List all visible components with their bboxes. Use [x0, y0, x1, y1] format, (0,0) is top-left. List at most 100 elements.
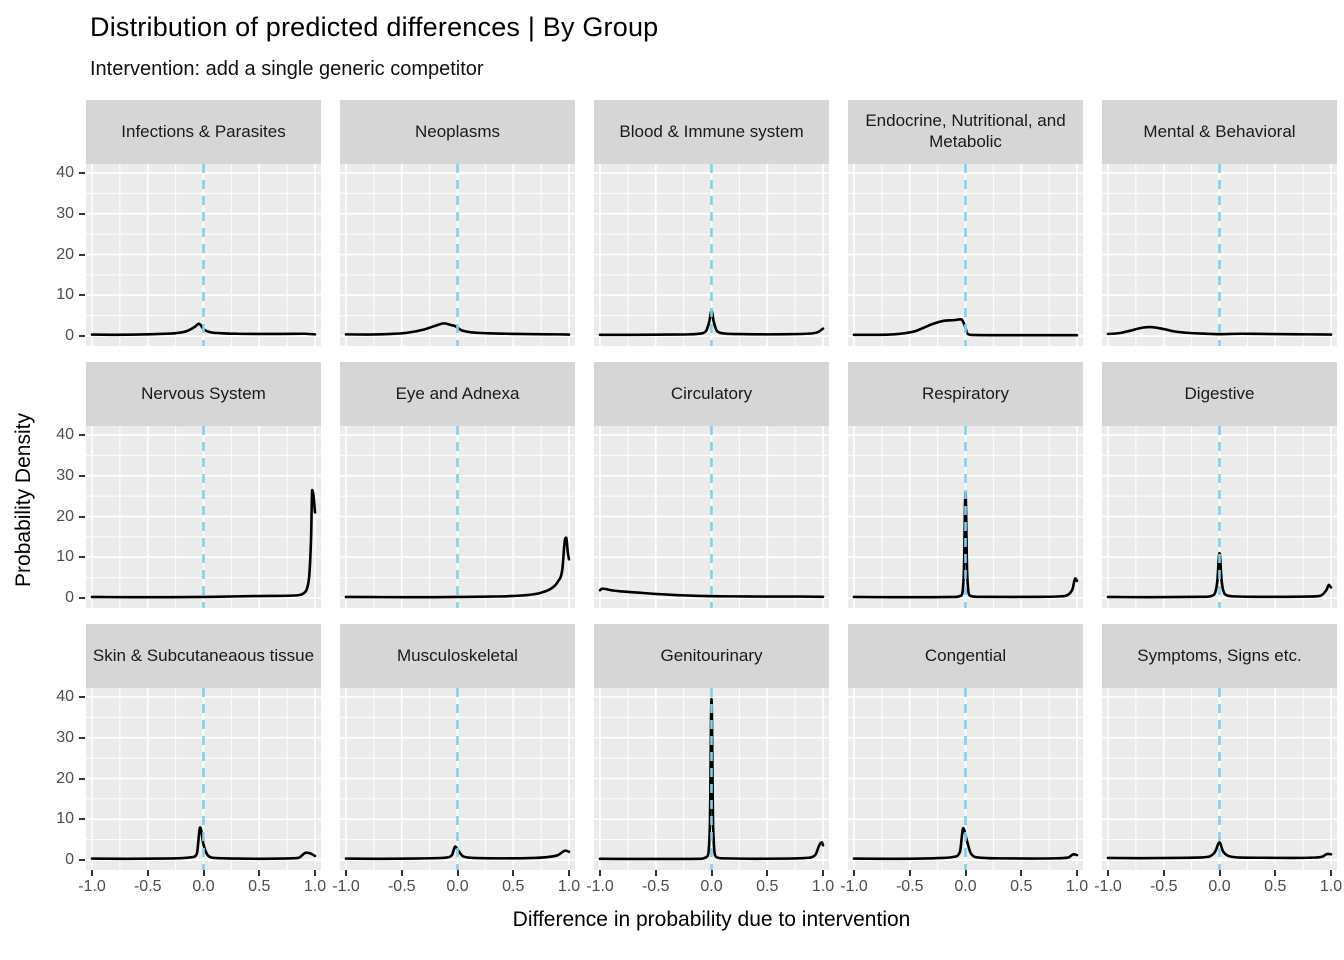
x-tick-label: -0.5	[641, 878, 670, 895]
y-tick-label: 20	[56, 245, 74, 263]
facet-panel	[340, 426, 575, 608]
y-tick-mark	[79, 253, 85, 256]
x-tick-label: 0.5	[1010, 878, 1033, 895]
x-tick-mark	[568, 870, 570, 876]
y-tick-label: 40	[56, 426, 74, 443]
chart-title: Distribution of predicted differences | …	[90, 12, 659, 42]
density-curve	[1106, 841, 1333, 860]
y-axis-title: Probability Density	[12, 413, 35, 587]
facet-endocrine-nutritional-and-metabolic: Endocrine, Nutritional, and Metabolic	[848, 100, 1083, 346]
x-tick-label: 0.0	[192, 878, 215, 895]
facet-symptoms-signs-etc: Symptoms, Signs etc. -1.0 -0.5 0.0 0.5 1.0	[1094, 624, 1342, 895]
x-tick-mark	[1107, 870, 1109, 876]
facet-musculoskeletal: Musculoskeletal -1.0 -0.5 0.0 0.5 1.0	[332, 624, 580, 895]
facet-congential: Congential -1.0 -0.5 0.0 0.5 1.0	[840, 624, 1088, 895]
facet-title: Nervous System	[141, 383, 266, 403]
facet-strip: Neoplasms	[340, 100, 575, 164]
x-tick-mark	[766, 870, 769, 876]
x-tick-label: 0.5	[248, 878, 271, 895]
x-tick-mark	[146, 870, 149, 876]
facet-respiratory: Respiratory	[848, 362, 1083, 608]
x-axis: -1.0 -0.5 0.0 0.5 1.0	[78, 870, 326, 904]
facet-digestive: Digestive	[1102, 362, 1337, 608]
x-tick-label: -0.5	[133, 878, 162, 895]
x-tick-mark	[456, 870, 459, 876]
x-tick-mark	[400, 870, 403, 876]
density-curve	[852, 490, 1079, 599]
x-tick-mark	[654, 870, 657, 876]
y-tick-mark	[79, 556, 85, 559]
facet-title: Endocrine, Nutritional, and Metabolic	[865, 111, 1066, 151]
x-tick-mark	[1020, 870, 1023, 876]
facet-panel	[1102, 426, 1337, 608]
x-tick-label: 1.0	[303, 878, 327, 895]
x-axis: -1.0 -0.5 0.0 0.5 1.0	[840, 870, 1088, 904]
x-tick-mark	[345, 870, 347, 876]
facet-strip: Nervous System	[86, 362, 321, 426]
y-tick-mark	[79, 515, 85, 518]
x-tick-mark	[1076, 870, 1078, 876]
facet-title: Eye and Adnexa	[395, 383, 520, 403]
x-axis-title: Difference in probability due to interve…	[512, 908, 911, 931]
x-tick-mark	[822, 870, 824, 876]
facet-strip: Symptoms, Signs etc.	[1102, 624, 1337, 688]
y-tick-mark	[79, 294, 85, 297]
facet-title: Infections & Parasites	[121, 121, 286, 141]
x-tick-label: 0.0	[1208, 878, 1231, 895]
facet-title: Mental & Behavioral	[1143, 121, 1296, 141]
facet-strip: Eye and Adnexa	[340, 362, 575, 426]
density-curve	[1106, 551, 1333, 599]
x-tick-mark	[202, 870, 205, 876]
y-tick-mark	[79, 777, 85, 780]
facet-panel	[86, 164, 321, 346]
y-tick-mark	[79, 212, 85, 215]
facet-title: Skin & Subcutaneaous tissue	[92, 645, 315, 665]
facet-nervous-system: Nervous System	[86, 362, 321, 608]
facet-panel	[1102, 688, 1337, 870]
x-tick-mark	[710, 870, 713, 876]
x-tick-mark	[1274, 870, 1277, 876]
y-tick-mark	[79, 434, 85, 436]
x-tick-label: -0.5	[1149, 878, 1178, 895]
x-tick-label: 1.0	[1065, 878, 1089, 895]
x-tick-label: 1.0	[1319, 878, 1343, 895]
facet-strip: Skin & Subcutaneaous tissue	[86, 624, 321, 688]
density-curve	[598, 587, 825, 599]
x-tick-label: -1.0	[332, 878, 360, 895]
y-tick-label: 20	[56, 507, 74, 525]
y-tick-label: 30	[56, 728, 74, 746]
y-tick-label: 0	[65, 851, 74, 868]
y-tick-mark	[79, 696, 85, 698]
x-tick-label: 0.0	[700, 878, 723, 895]
y-tick-label: 30	[56, 466, 74, 484]
facet-panel	[848, 426, 1083, 608]
y-tick-label: 10	[56, 810, 74, 828]
x-tick-mark	[1162, 870, 1165, 876]
facet-strip: Genitourinary	[594, 624, 829, 688]
density-curve	[90, 488, 317, 599]
facet-blood-immune-system: Blood & Immune system	[594, 100, 829, 346]
y-tick-label: 0	[65, 327, 74, 344]
density-curve	[852, 317, 1079, 337]
facet-panel	[86, 426, 321, 608]
y-tick-label: 40	[56, 688, 74, 705]
facet-strip: Digestive	[1102, 362, 1337, 426]
density-curve	[1106, 325, 1333, 336]
facet-strip: Respiratory	[848, 362, 1083, 426]
facet-panel	[1102, 164, 1337, 346]
x-tick-mark	[853, 870, 855, 876]
facet-strip: Blood & Immune system	[594, 100, 829, 164]
facet-strip: Congential	[848, 624, 1083, 688]
x-tick-label: 0.5	[756, 878, 779, 895]
x-axis: -1.0 -0.5 0.0 0.5 1.0	[1094, 870, 1342, 904]
x-tick-mark	[1330, 870, 1332, 876]
facet-title: Symptoms, Signs etc.	[1137, 645, 1302, 665]
x-tick-mark	[512, 870, 515, 876]
facet-strip: Infections & Parasites	[86, 100, 321, 164]
facet-strip: Circulatory	[594, 362, 829, 426]
x-tick-label: -0.5	[895, 878, 924, 895]
x-tick-label: 1.0	[557, 878, 581, 895]
x-tick-label: -1.0	[840, 878, 868, 895]
x-tick-label: -1.0	[78, 878, 106, 895]
facet-strip: Endocrine, Nutritional, and Metabolic	[848, 100, 1083, 164]
